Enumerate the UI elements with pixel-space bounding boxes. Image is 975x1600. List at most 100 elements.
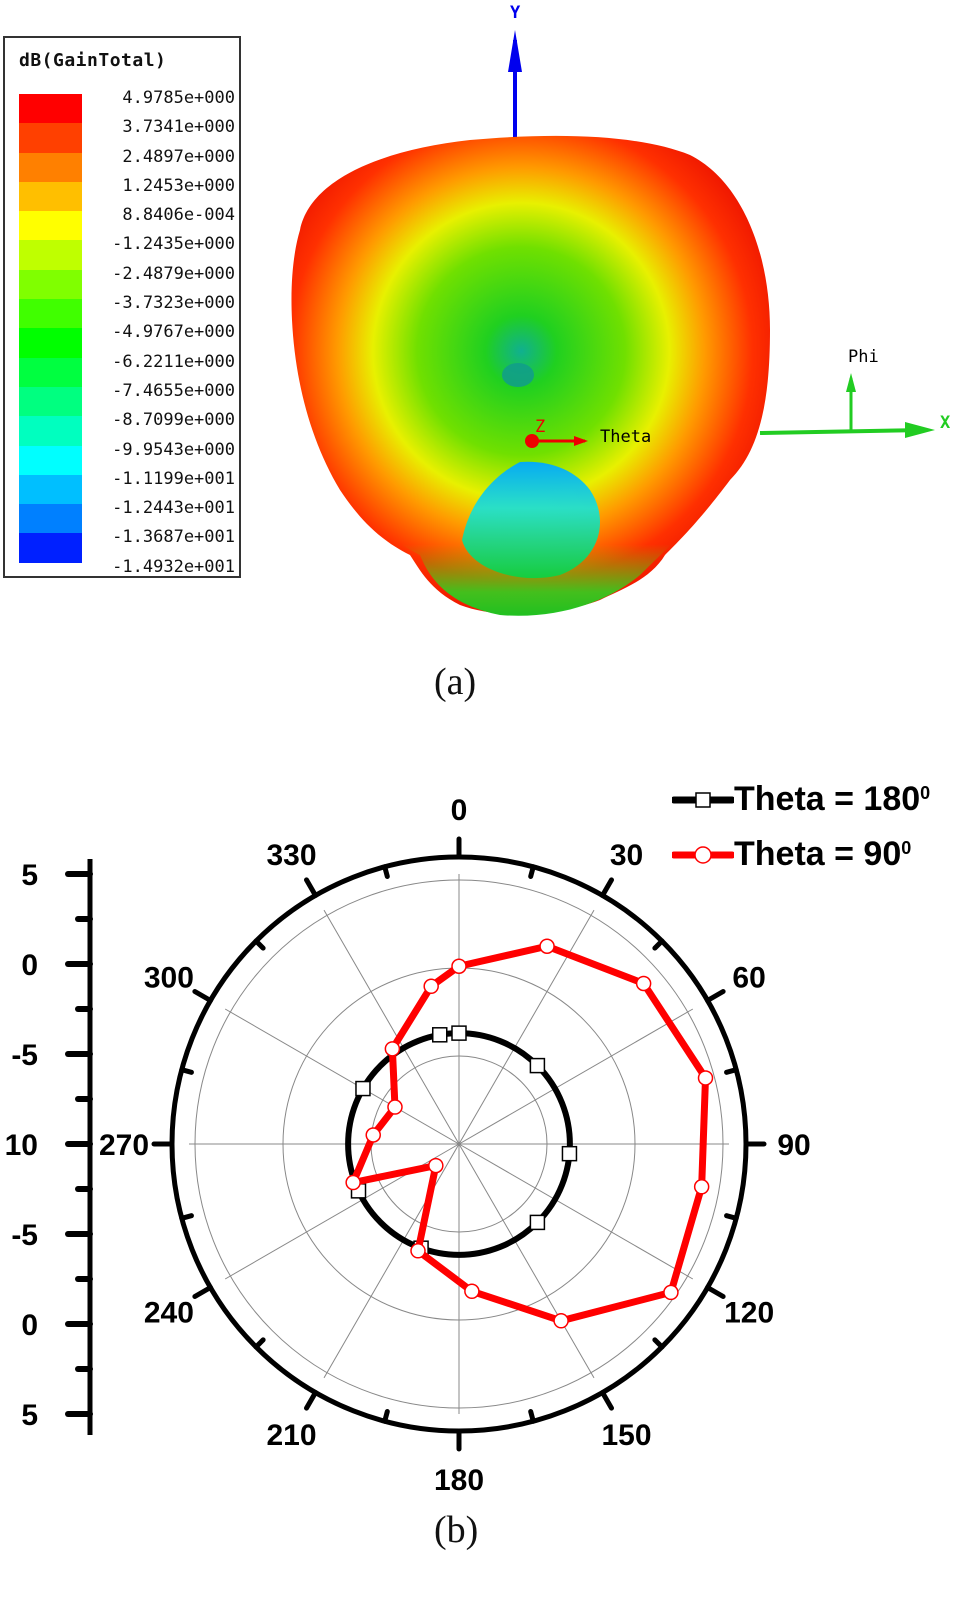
square-marker-icon xyxy=(355,1080,371,1097)
circle-marker-icon xyxy=(345,1174,361,1191)
circle-marker-icon xyxy=(672,845,734,864)
circle-marker-icon xyxy=(384,1041,401,1057)
colorbar-tick-label: -1.4932e+001 xyxy=(112,556,235,577)
angle-tick xyxy=(705,1285,726,1299)
colorbar-tick-label: -1.3687e+001 xyxy=(112,527,235,548)
colorbar-tick-label: 4.9785e+000 xyxy=(122,88,235,108)
colorbar-swatch xyxy=(19,474,82,505)
theta-arrow-icon xyxy=(574,436,588,446)
angle-label: 180 xyxy=(434,1464,484,1497)
angle-label: 120 xyxy=(724,1297,774,1330)
angle-tick xyxy=(179,1213,194,1221)
circle-marker-icon xyxy=(451,958,467,974)
legend-label: Theta = 180 xyxy=(734,780,921,818)
grid-spoke xyxy=(458,1143,595,1379)
radial-axis-label: 5 xyxy=(21,859,38,892)
circle-marker-icon xyxy=(663,1284,679,1301)
x-axis-arrow-icon xyxy=(905,422,935,438)
angle-tick xyxy=(253,938,266,951)
colorbar-tick-label: -6.2211e+000 xyxy=(112,351,235,372)
angle-tick xyxy=(304,877,318,898)
grid-spoke xyxy=(458,909,595,1145)
colorbar-swatch xyxy=(19,299,82,329)
x-axis-label: X xyxy=(940,413,951,433)
angle-label: 240 xyxy=(144,1297,194,1330)
grid-spoke xyxy=(458,1008,694,1145)
colorbar-tick-label: -1.2435e+000 xyxy=(112,234,235,255)
radial-axis-label: 5 xyxy=(21,1399,38,1432)
colorbar-swatch xyxy=(19,357,82,387)
circle-marker-icon xyxy=(464,1283,480,1300)
angle-label: 150 xyxy=(601,1419,651,1452)
pattern-lower-lobe xyxy=(462,461,600,579)
circle-marker-icon xyxy=(423,978,439,995)
circle-marker-icon xyxy=(365,1127,381,1143)
colorbar-swatch xyxy=(19,386,82,417)
radial-axis-label: 10 xyxy=(5,1129,38,1162)
series-line-theta-90 xyxy=(349,942,710,1325)
colorbar-tick-label: -4.9767e+000 xyxy=(112,322,235,343)
angle-tick xyxy=(724,1067,739,1075)
colorbar-swatch xyxy=(19,533,82,563)
colorbar-tick-label: -7.4655e+000 xyxy=(112,380,235,401)
circle-marker-icon xyxy=(697,1070,714,1086)
grid-spoke xyxy=(323,1143,460,1379)
colorbar-swatch xyxy=(19,269,82,300)
square-marker-icon xyxy=(451,1025,467,1041)
x-axis-line xyxy=(759,428,926,435)
pattern-null xyxy=(502,363,534,387)
angle-tick xyxy=(528,1409,536,1424)
polar-legend: Theta = 180 0 Theta = 90 0 xyxy=(672,780,930,874)
colorbar-swatch xyxy=(19,211,82,241)
square-marker-icon xyxy=(529,1214,546,1231)
colorbar-swatch xyxy=(19,328,82,358)
degree-sup: 0 xyxy=(901,838,912,858)
angle-label: 90 xyxy=(777,1129,810,1162)
circle-marker-icon xyxy=(693,1179,710,1195)
grid-spoke xyxy=(458,1143,694,1280)
square-marker-icon xyxy=(561,1145,578,1162)
angle-tick xyxy=(192,989,213,1003)
circle-marker-icon xyxy=(410,1243,426,1259)
angle-label: 30 xyxy=(610,839,643,872)
z-axis-label: Z xyxy=(535,417,545,437)
angle-label: 300 xyxy=(144,962,194,995)
angle-tick xyxy=(705,989,726,1003)
colorbar-tick-label: -1.2443e+001 xyxy=(112,498,235,519)
colorbar-tick-label: 2.4897e+000 xyxy=(122,146,235,167)
colorbar-swatch xyxy=(19,181,82,212)
angle-tick xyxy=(304,1390,318,1411)
colorbar-legend: dB(GainTotal) 4.9785e+000 3.7341e+000 2.48… xyxy=(3,36,241,578)
y-axis-arrow-icon xyxy=(508,30,522,72)
grid-spoke xyxy=(323,909,460,1145)
circle-marker-icon xyxy=(539,938,555,954)
radial-axis-label: 0 xyxy=(21,1309,38,1342)
angle-tick xyxy=(600,1390,614,1411)
angle-label: 60 xyxy=(732,962,765,995)
radial-axis-label: 0 xyxy=(21,949,38,982)
colorbar-labels: 4.9785e+000 3.7341e+000 2.4897e+000 1.2453e… xyxy=(85,84,235,582)
degree-sup: 0 xyxy=(920,783,931,803)
caption-a: (a) xyxy=(434,661,477,703)
angle-label: 210 xyxy=(266,1419,316,1452)
circle-marker-icon xyxy=(635,975,652,992)
grid-spoke xyxy=(224,1008,460,1145)
square-marker-icon xyxy=(529,1057,546,1074)
radiation-pattern-3d: Y Z Theta X Phi xyxy=(291,3,951,616)
colorbar-tick-label: -9.9543e+000 xyxy=(112,439,235,460)
legend-item-theta-180: Theta = 180 0 xyxy=(672,780,930,819)
angle-tick xyxy=(382,864,390,879)
legend-item-theta-90: Theta = 90 0 xyxy=(672,835,930,874)
colorbar-tick-label: -2.4879e+000 xyxy=(112,263,235,284)
colorbar-swatch xyxy=(19,416,82,446)
theta-label: Theta xyxy=(600,427,651,447)
square-marker-icon xyxy=(672,791,734,808)
angle-label: 270 xyxy=(99,1129,149,1162)
polar-plot: 0 30 60 90 120 150 180 210 240 270 300 330 5 0 -5 10 -5 0… xyxy=(5,794,811,1497)
colorbar-tick-label: -3.7323e+000 xyxy=(112,293,235,314)
circle-marker-icon xyxy=(428,1157,444,1174)
phi-arrow-icon xyxy=(846,373,856,392)
angle-tick xyxy=(192,1285,213,1299)
angle-tick xyxy=(652,1337,665,1350)
angle-tick xyxy=(652,938,665,951)
